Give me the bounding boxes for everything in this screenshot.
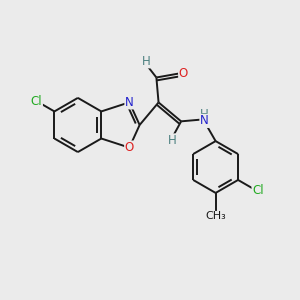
Text: Cl: Cl xyxy=(31,94,42,108)
Text: H: H xyxy=(200,108,209,121)
Text: H: H xyxy=(142,55,150,68)
Text: N: N xyxy=(125,96,134,109)
Text: Cl: Cl xyxy=(252,184,264,197)
Text: CH₃: CH₃ xyxy=(205,212,226,221)
Text: O: O xyxy=(179,67,188,80)
Text: H: H xyxy=(168,134,177,147)
Text: N: N xyxy=(200,114,209,128)
Text: O: O xyxy=(125,141,134,154)
